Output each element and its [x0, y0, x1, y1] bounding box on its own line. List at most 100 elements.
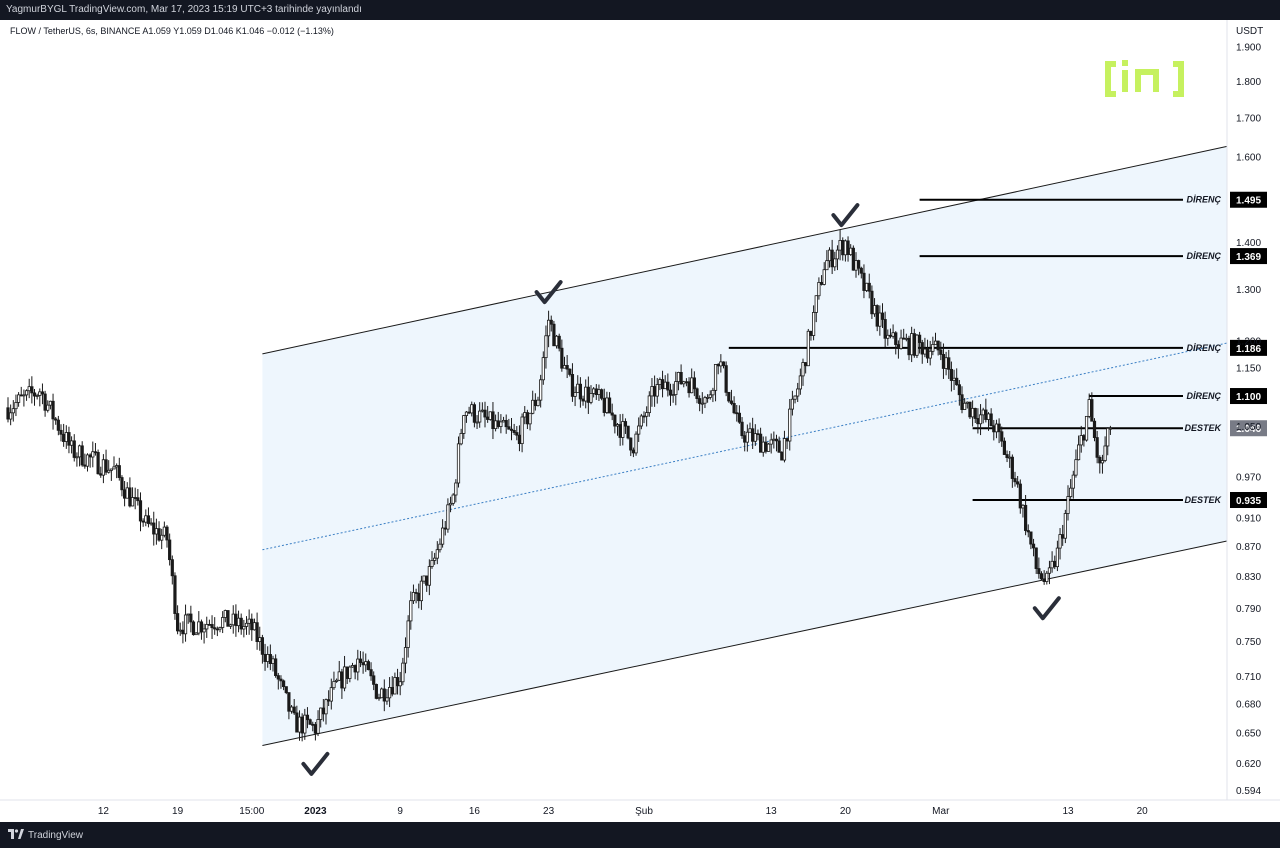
support-resistance-levels[interactable]: DİRENÇ 1.495 DİRENÇ 1.369 DİRENÇ 1.186 DİRENÇ 1…	[728, 191, 1267, 509]
price-chart[interactable]: DİRENÇ 1.495 DİRENÇ 1.369 DİRENÇ 1.186 DİRENÇ 1…	[0, 20, 1280, 822]
candle-body	[509, 428, 514, 431]
candle-body	[189, 613, 193, 623]
candle-74	[202, 623, 206, 644]
candle-250	[668, 383, 673, 406]
price-axis[interactable]: 1.900 1.800 1.700 1.600 1.400 1.300 1.200 1.150…	[1236, 42, 1261, 797]
candle-body	[313, 724, 318, 734]
candle-body	[491, 411, 495, 430]
candle-202	[541, 351, 545, 385]
candle-body	[666, 381, 670, 391]
candle-body	[77, 445, 82, 458]
candle-body	[451, 494, 455, 504]
candle-14	[43, 390, 47, 417]
time-axis[interactable]: 12 19 15:00 2023 9 16 23 Şub 13 20 Mar 13 20	[98, 806, 1148, 817]
candle-body	[1066, 496, 1070, 514]
level-tag: DİRENÇ	[1186, 391, 1221, 401]
candle-326	[870, 285, 874, 319]
candle-body	[207, 623, 211, 626]
candle-body	[716, 364, 720, 367]
candle-190	[509, 417, 514, 441]
candle-body	[501, 419, 506, 423]
level-tag: DESTEK	[1184, 423, 1222, 433]
candle-body	[554, 335, 559, 347]
candle-body	[708, 394, 712, 398]
candle-body	[446, 504, 450, 530]
candle-body	[1108, 427, 1112, 430]
candle-body	[284, 686, 288, 693]
candle-382	[1018, 479, 1022, 514]
tradingview-logo[interactable]: TradingView	[0, 828, 83, 842]
candle-386	[1029, 531, 1033, 550]
candle-166	[446, 498, 450, 533]
candle-129	[348, 665, 352, 683]
candle-body	[231, 613, 235, 626]
candle-body	[228, 624, 233, 627]
candle-120	[324, 698, 328, 725]
candle-body	[618, 424, 622, 438]
candle-body	[70, 440, 74, 446]
candle-260	[695, 387, 699, 404]
candle-body	[411, 592, 416, 602]
candle-body	[719, 361, 723, 367]
candle-133	[358, 651, 363, 668]
candle-body	[541, 357, 545, 381]
level-tag: DİRENÇ	[1186, 343, 1221, 353]
candle-body	[912, 333, 916, 356]
logo-n	[1135, 69, 1159, 92]
candle-body	[1013, 478, 1017, 483]
candle-body	[1016, 481, 1020, 485]
candle-body	[817, 282, 821, 297]
candle-body	[311, 723, 315, 726]
candle-body	[123, 489, 127, 499]
candle-body	[968, 401, 972, 418]
candle-body	[936, 340, 940, 351]
candle-body	[263, 653, 267, 662]
candle-body	[798, 375, 802, 390]
candle-295	[788, 398, 792, 451]
candle-body	[72, 440, 76, 458]
candle-body	[520, 416, 524, 445]
level-1: DİRENÇ 1.369	[919, 248, 1267, 265]
candle-194	[520, 413, 524, 453]
candle-279	[745, 424, 749, 452]
candle-body	[117, 465, 121, 478]
level-3: DİRENÇ 1.100	[1089, 388, 1267, 405]
x-tick-label-6: 23	[543, 806, 555, 817]
candle-168	[451, 493, 455, 506]
candle-60	[165, 525, 169, 548]
candle-body	[613, 414, 617, 427]
candle-277	[740, 417, 744, 439]
candle-body	[19, 394, 23, 397]
candle-body	[865, 282, 869, 291]
x-tick-label-9: 20	[840, 806, 852, 817]
candle-213	[570, 363, 575, 402]
candle-body	[843, 240, 848, 256]
candle-101	[274, 654, 278, 678]
candle-body	[83, 464, 87, 467]
candle-body	[430, 560, 434, 567]
currency-label: USDT	[1236, 26, 1263, 37]
candle-body	[1061, 534, 1065, 539]
candle-body	[1071, 474, 1075, 489]
candle-body	[1082, 435, 1086, 441]
checkmark-icon-0	[301, 751, 330, 776]
candle-28	[80, 441, 84, 467]
candle-body	[250, 618, 254, 631]
candle-389	[1037, 557, 1041, 579]
candle-body	[64, 432, 68, 442]
candle-160	[430, 551, 434, 569]
candle-297	[793, 395, 797, 404]
candle-335	[894, 331, 898, 355]
candle-body	[769, 439, 773, 445]
candle-body	[560, 347, 564, 369]
candle-body	[403, 647, 408, 664]
candle-393	[1047, 560, 1052, 585]
candle-body	[59, 429, 63, 435]
candle-276	[737, 405, 742, 424]
candle-body	[562, 365, 567, 369]
level-tag: DESTEK	[1184, 495, 1222, 505]
candle-body	[170, 559, 174, 577]
candle-363	[968, 401, 972, 419]
candle-body	[32, 392, 37, 397]
candle-409	[1090, 392, 1094, 422]
